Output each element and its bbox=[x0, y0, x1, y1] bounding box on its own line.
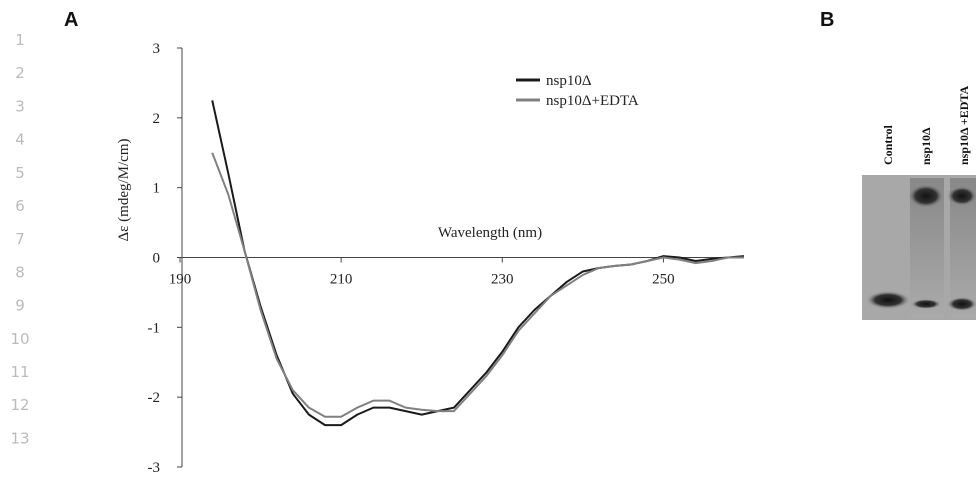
line-number: 9 bbox=[15, 297, 25, 315]
gel-band bbox=[911, 299, 941, 309]
lane-label: Control bbox=[881, 125, 895, 165]
line-number: 1 bbox=[15, 31, 25, 49]
line-number: 3 bbox=[15, 97, 25, 115]
lane-label: nsp10Δ bbox=[919, 127, 933, 165]
line-number: 11 bbox=[10, 363, 29, 381]
gel-band bbox=[908, 184, 944, 208]
legend-label: nsp10Δ+EDTA bbox=[546, 93, 639, 109]
legend-label: nsp10Δ bbox=[546, 73, 592, 89]
x-tick-label: 210 bbox=[330, 272, 353, 288]
gel-band bbox=[947, 297, 976, 311]
y-tick-label: -2 bbox=[148, 390, 161, 406]
y-tick-label: 3 bbox=[153, 41, 161, 57]
line-number: 6 bbox=[15, 197, 25, 215]
line-number: 13 bbox=[10, 429, 29, 447]
line-number: 12 bbox=[10, 396, 29, 414]
y-tick-label: -3 bbox=[148, 460, 161, 476]
x-tick-label: 250 bbox=[652, 272, 675, 288]
line-number: 8 bbox=[15, 263, 25, 281]
data-line bbox=[212, 100, 744, 425]
line-number: 4 bbox=[15, 131, 25, 149]
y-axis-label: Δε (mdeg/M/cm) bbox=[116, 138, 132, 241]
y-tick-label: -1 bbox=[148, 320, 161, 336]
gel-band bbox=[947, 186, 976, 206]
y-tick-label: 1 bbox=[153, 181, 161, 197]
line-number: 5 bbox=[15, 164, 25, 182]
panel-label: B bbox=[820, 9, 834, 31]
x-tick-label: 230 bbox=[491, 272, 514, 288]
gel-band bbox=[866, 291, 910, 309]
line-number: 7 bbox=[15, 230, 25, 248]
y-tick-label: 2 bbox=[153, 111, 161, 127]
x-tick-label: 190 bbox=[169, 272, 192, 288]
line-number: 2 bbox=[15, 64, 25, 82]
y-tick-label: 0 bbox=[153, 251, 161, 267]
panel-label: A bbox=[64, 9, 78, 31]
lane-label: nsp10Δ +EDTA bbox=[957, 86, 971, 166]
line-number: 10 bbox=[10, 330, 29, 348]
x-axis-label: Wavelength (nm) bbox=[438, 225, 542, 241]
figure: A B Δε (mdeg/M/cm) Wavelength (nm) 12345… bbox=[0, 0, 976, 489]
